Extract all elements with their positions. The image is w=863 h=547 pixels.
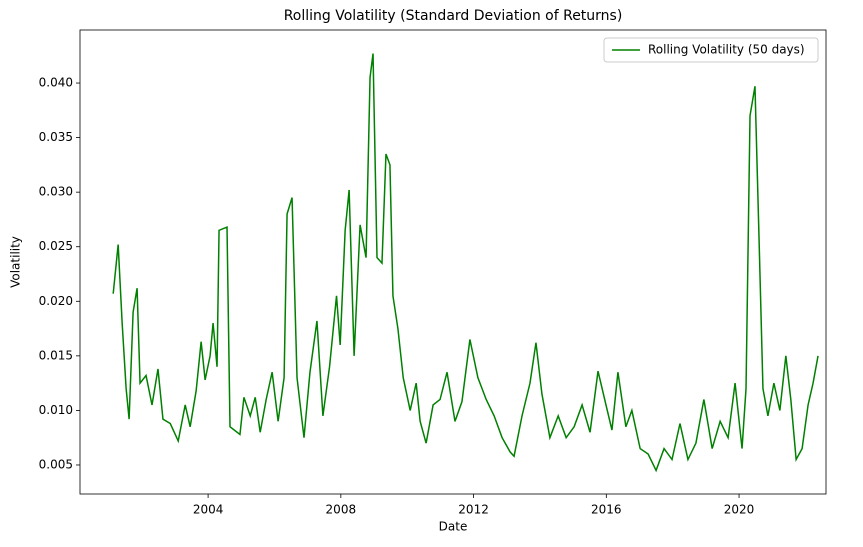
x-tick-label: 2016 <box>591 503 622 517</box>
x-tick-label: 2004 <box>193 503 224 517</box>
legend-label: Rolling Volatility (50 days) <box>648 43 805 57</box>
y-tick-label: 0.030 <box>39 185 73 199</box>
y-tick-label: 0.010 <box>39 403 73 417</box>
y-tick-label: 0.020 <box>39 294 73 308</box>
x-tick-label: 2020 <box>724 503 755 517</box>
y-tick-label: 0.035 <box>39 130 73 144</box>
chart-title: Rolling Volatility (Standard Deviation o… <box>284 8 623 24</box>
x-axis-label: Date <box>439 520 468 534</box>
plot-frame <box>79 29 827 495</box>
legend-box <box>603 37 819 63</box>
y-tick-label: 0.015 <box>39 348 73 362</box>
y-tick-label: 0.040 <box>39 76 73 90</box>
x-tick-label: 2012 <box>458 503 489 517</box>
y-tick-label: 0.005 <box>39 457 73 471</box>
y-tick-label: 0.025 <box>39 239 73 253</box>
x-tick-label: 2008 <box>326 503 357 517</box>
y-axis-label: Volatility <box>9 236 23 288</box>
line-series <box>112 53 819 473</box>
